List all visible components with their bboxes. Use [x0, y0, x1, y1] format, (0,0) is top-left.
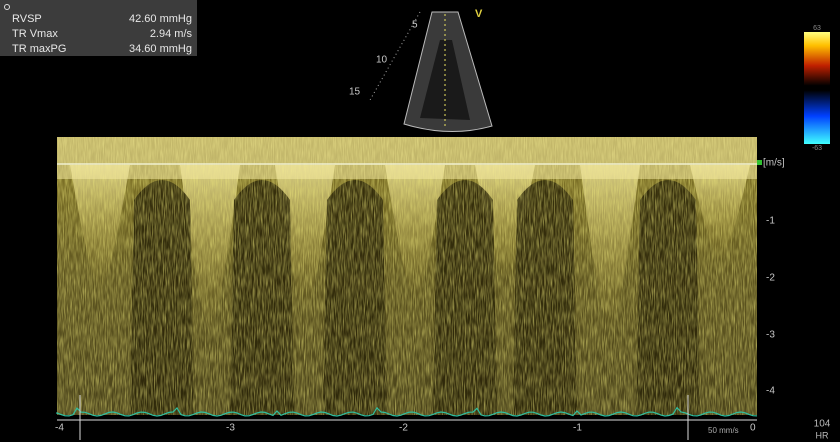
meas-label: TR Vmax	[12, 28, 58, 40]
velocity-tick: -2	[766, 273, 775, 284]
time-tick: -2	[399, 423, 408, 434]
color-bar: 63 -63	[804, 25, 830, 152]
heart-rate-label: HR	[816, 430, 829, 440]
time-tick: -3	[226, 423, 235, 434]
baseline-band	[57, 137, 757, 179]
sweep-speed: 50 mm/s	[708, 426, 739, 435]
velocity-tick: -1	[766, 216, 775, 227]
ultrasound-screen: RVSP 42.60 mmHg TR Vmax 2.94 m/s TR maxP…	[0, 0, 840, 442]
time-axis: -4 -3 -2 -1 0 50 mm/s 104 HR	[55, 419, 831, 441]
depth-mark: 5	[412, 20, 418, 31]
color-scale	[804, 32, 830, 144]
baseline-marker	[757, 160, 762, 165]
meas-value: 42.60 mmHg	[129, 13, 192, 25]
time-tick: -4	[55, 423, 64, 434]
velocity-unit: [m/s]	[763, 158, 785, 169]
depth-mark: 15	[349, 87, 361, 98]
meas-value: 2.94 m/s	[150, 28, 193, 40]
depth-mark: 10	[376, 55, 388, 66]
meas-label: RVSP	[12, 13, 42, 25]
velocity-axis: [m/s] -1 -2 -3 -4	[757, 158, 785, 397]
velocity-tick: -3	[766, 330, 775, 341]
measurement-panel: RVSP 42.60 mmHg TR Vmax 2.94 m/s TR maxP…	[0, 0, 197, 56]
sector-image: 5 10 15 V	[349, 8, 492, 132]
meas-label: TR maxPG	[12, 43, 66, 55]
velocity-tick: -4	[766, 386, 775, 397]
color-min: -63	[812, 145, 822, 152]
spectral-doppler	[57, 137, 757, 440]
color-max: 63	[813, 25, 821, 32]
meas-value: 34.60 mmHg	[129, 43, 192, 55]
heart-rate: 104	[814, 419, 831, 430]
time-tick: 0	[750, 423, 756, 434]
sector-marker: V	[475, 8, 483, 20]
time-tick: -1	[573, 423, 582, 434]
